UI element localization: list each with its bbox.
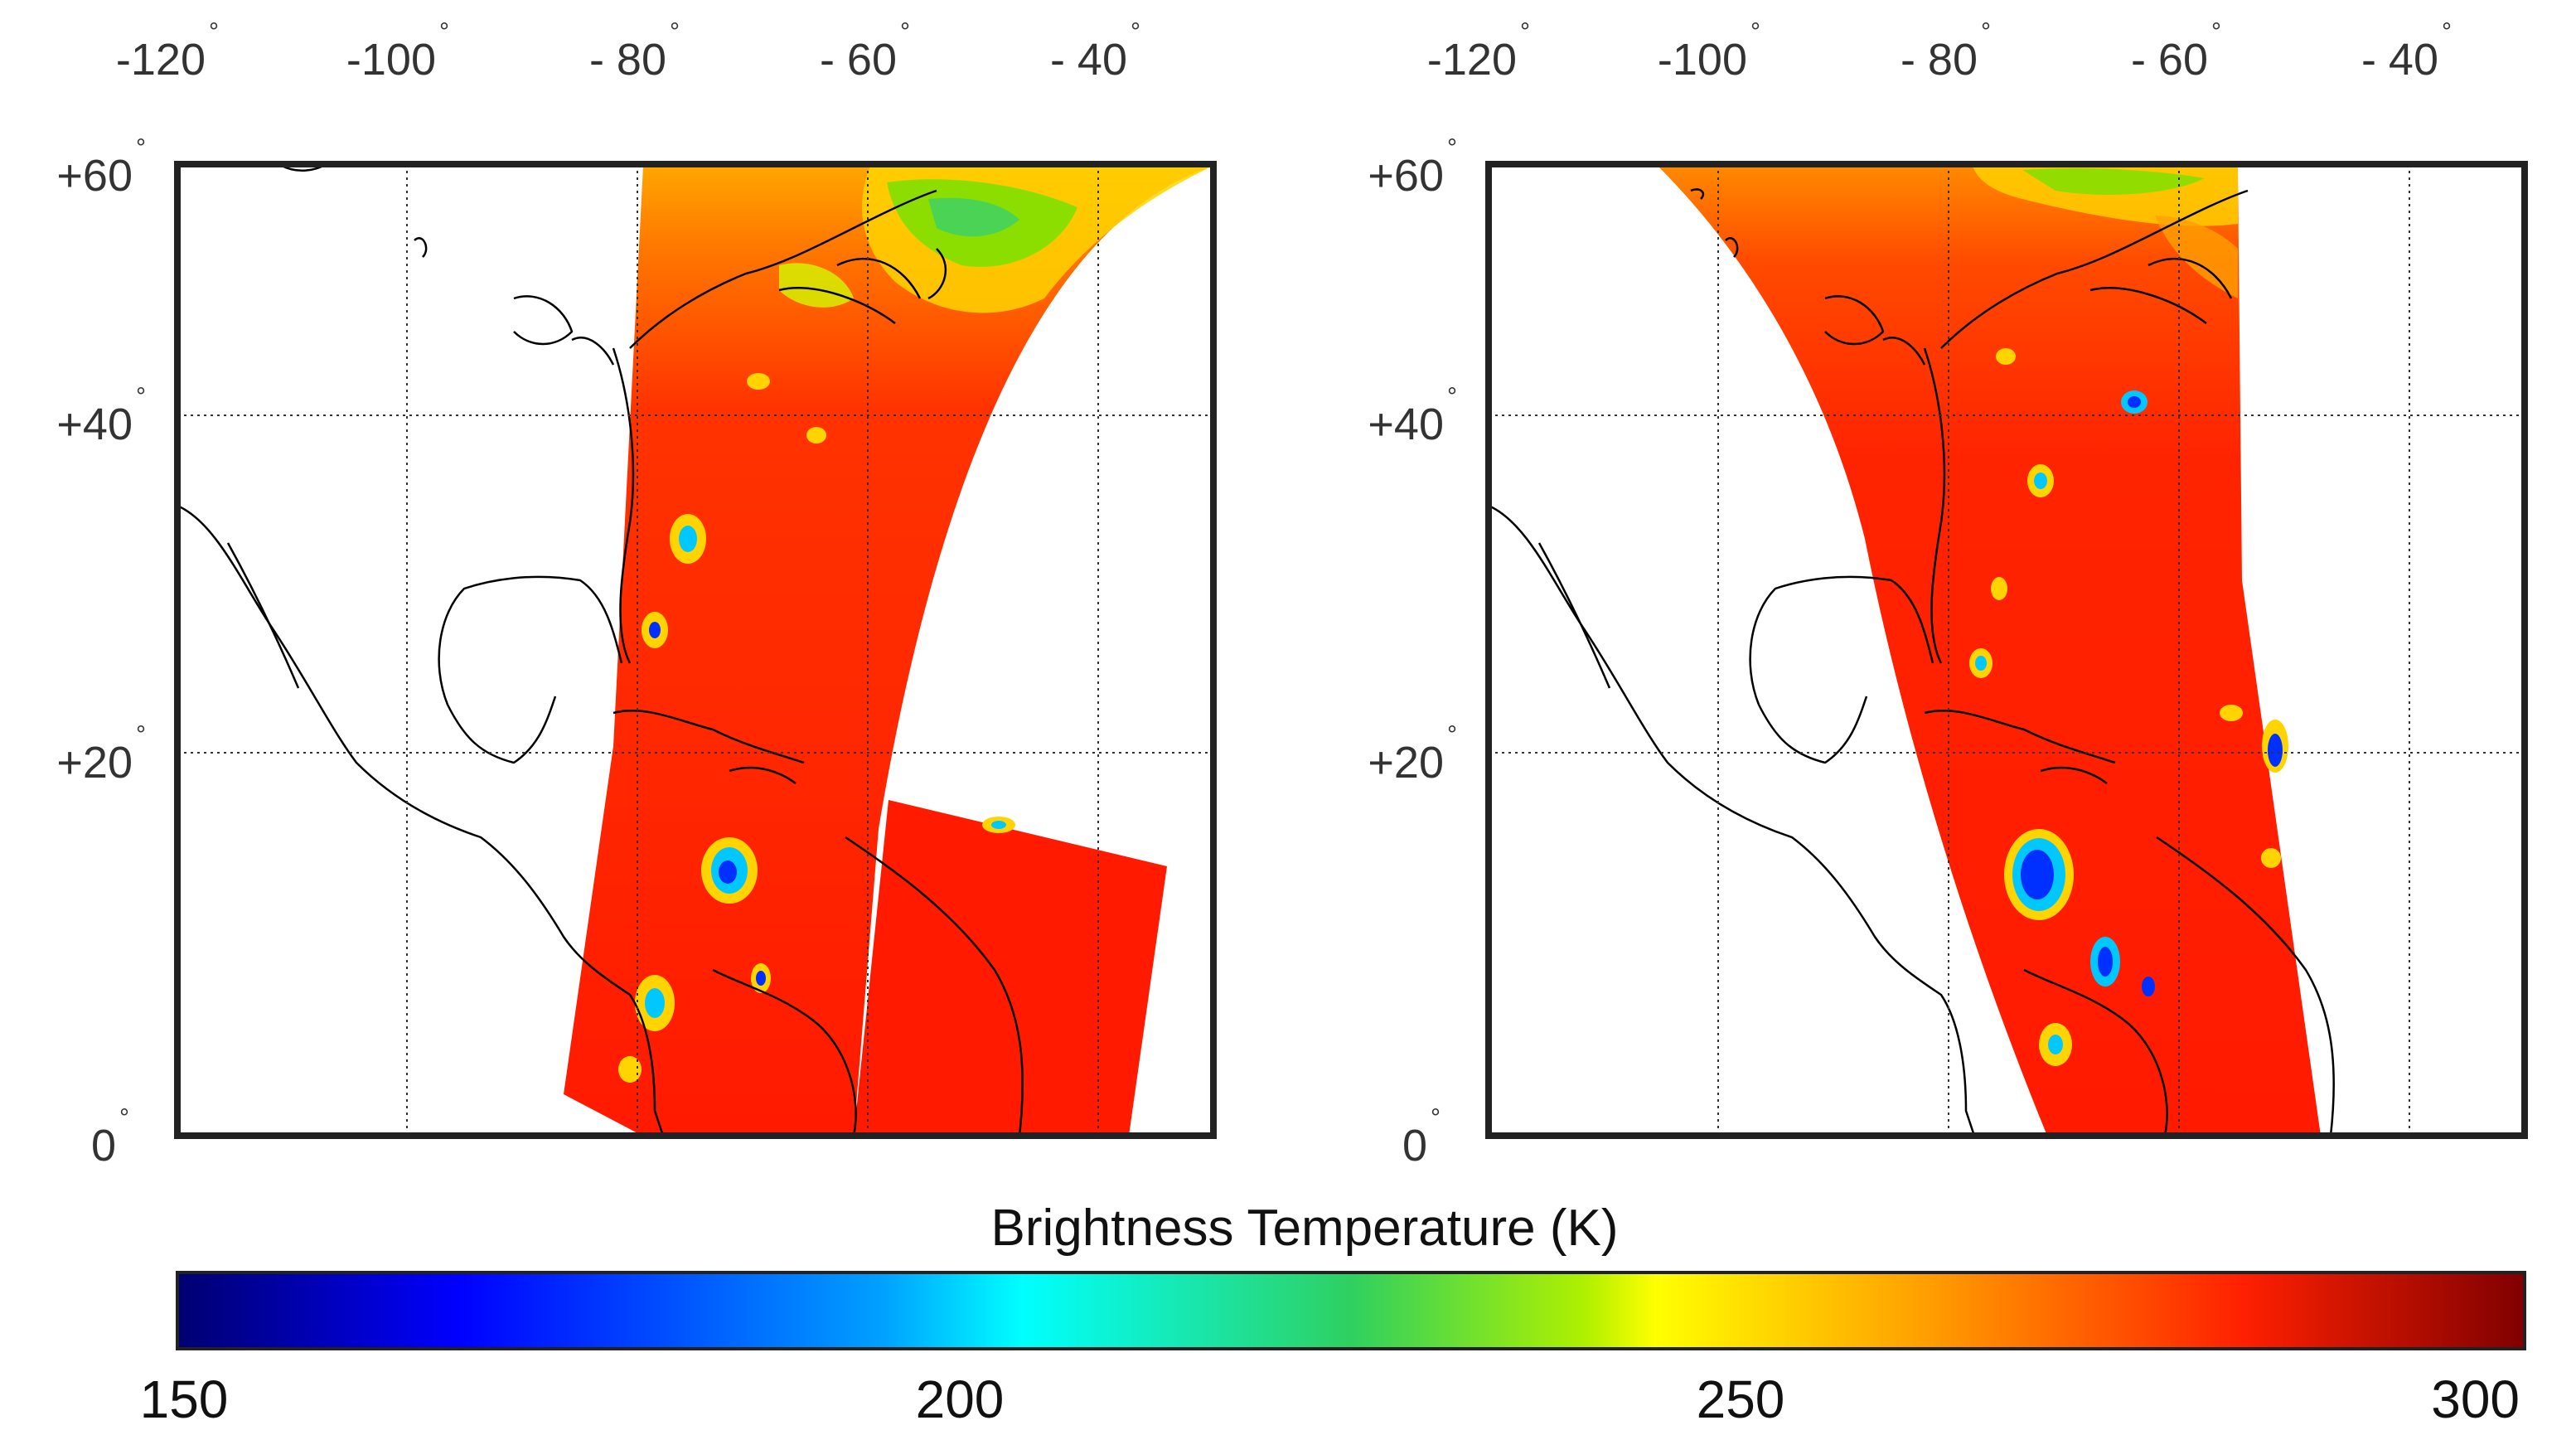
right-map-panel <box>1489 164 2525 1136</box>
colorbar-tick-label: 300 <box>2431 1369 2520 1429</box>
degree-symbol: ° <box>670 18 680 46</box>
lat-tick-label: +20 <box>1368 738 1444 788</box>
cold-patch <box>779 263 854 308</box>
lon-tick-label: -120 <box>116 35 206 85</box>
degree-symbol: ° <box>1131 18 1140 46</box>
lon-tick-label: - 60 <box>820 35 897 85</box>
map-grid <box>1489 164 2525 1136</box>
degree-symbol: ° <box>119 1104 129 1132</box>
lon-tick-label: -100 <box>346 35 436 85</box>
left-map-panel <box>177 164 1213 1136</box>
map-grid <box>177 164 1213 1136</box>
lat-tick-label: +40 <box>1368 400 1444 449</box>
convection-cells <box>1969 348 2288 1066</box>
lat-tick-label: +60 <box>56 151 133 201</box>
degree-symbol: ° <box>439 18 449 46</box>
degree-symbol: ° <box>2211 18 2221 46</box>
coastlines <box>1489 188 2335 1136</box>
lon-tick-label: -120 <box>1427 35 1517 85</box>
degree-symbol: ° <box>1750 18 1760 46</box>
lon-tick-label: - 40 <box>2361 35 2438 85</box>
colorbar-title: Brightness Temperature (K) <box>991 1200 1619 1257</box>
satellite-swath-main <box>1658 166 2321 1136</box>
lat-tick-label: 0 <box>91 1121 116 1171</box>
degree-symbol: ° <box>136 721 146 749</box>
lat-tick-label: +20 <box>56 738 133 788</box>
lon-tick-label: - 80 <box>1901 35 1978 85</box>
satellite-swath-secondary <box>854 800 1167 1136</box>
cold-patch <box>2022 168 2205 195</box>
left-lon-ticks: -120 ° -100 ° - 80 ° - 60 ° - 40 ° <box>116 18 1140 85</box>
degree-symbol: ° <box>1447 134 1457 162</box>
lon-tick-label: - 60 <box>2131 35 2208 85</box>
left-lat-ticks: +60 ° +40 ° +20 ° 0 ° <box>56 134 146 1171</box>
degree-symbol: ° <box>1447 721 1457 749</box>
right-lat-ticks: +60 ° +40 ° +20 ° 0 ° <box>1368 134 1457 1171</box>
colorbar-tick-label: 150 <box>140 1369 229 1429</box>
lat-tick-label: 0 <box>1402 1121 1427 1171</box>
colorbar-tick-label: 200 <box>916 1369 1005 1429</box>
degree-symbol: ° <box>1981 18 1991 46</box>
degree-symbol: ° <box>900 18 910 46</box>
degree-symbol: ° <box>2442 18 2452 46</box>
colorbar-tick-label: 250 <box>1697 1369 1785 1429</box>
right-map-frame <box>1485 161 2528 1139</box>
coastlines <box>177 164 1024 1136</box>
lon-tick-label: - 40 <box>1050 35 1127 85</box>
convection-cells <box>618 373 1015 1083</box>
lat-tick-label: +60 <box>1368 151 1444 201</box>
lon-tick-label: - 80 <box>589 35 666 85</box>
degree-symbol: ° <box>1520 18 1530 46</box>
lat-tick-label: +40 <box>56 400 133 449</box>
degree-symbol: ° <box>136 383 146 410</box>
right-lon-ticks: -120 ° -100 ° - 80 ° - 60 ° - 40 ° <box>1427 18 2452 85</box>
cold-patch <box>928 197 1019 237</box>
colorbar <box>176 1271 2526 1350</box>
degree-symbol: ° <box>1447 383 1457 410</box>
lon-tick-label: -100 <box>1658 35 1747 85</box>
degree-symbol: ° <box>136 134 146 162</box>
colorbar-ticks: 150 200 250 300 <box>140 1369 2520 1429</box>
degree-symbol: ° <box>209 18 219 46</box>
degree-symbol: ° <box>1431 1104 1441 1132</box>
left-map-frame <box>174 161 1217 1139</box>
